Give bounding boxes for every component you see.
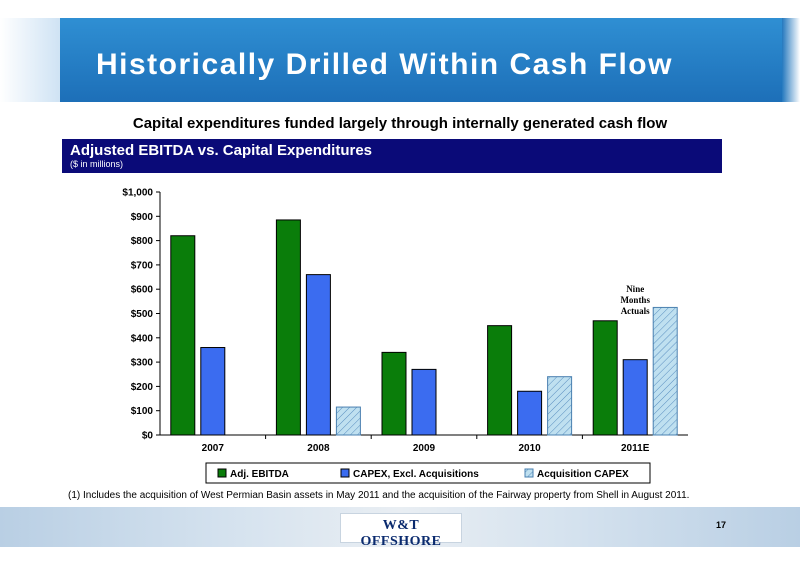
x-tick-label: 2010 (518, 443, 541, 454)
logo-text: W&T OFFSHORE (360, 518, 442, 549)
y-tick-label: $500 (131, 309, 154, 320)
legend-swatch (524, 468, 534, 478)
chart-title: Adjusted EBITDA vs. Capital Expenditures (70, 142, 372, 159)
legend-label: Adj. EBITDA (230, 469, 289, 480)
y-tick-label: $700 (131, 260, 154, 271)
bar-acquisition-capex (335, 406, 361, 436)
y-tick-label: $900 (131, 212, 154, 223)
page-title: Historically Drilled Within Cash Flow (96, 48, 673, 81)
legend-label: Acquisition CAPEX (537, 469, 629, 480)
page-subtitle: Capital expenditures funded largely thro… (132, 115, 668, 132)
y-tick-label: $200 (131, 382, 154, 393)
bar-adj-ebitda (592, 320, 618, 436)
legend-swatch (340, 468, 350, 478)
y-tick-label: $0 (142, 431, 154, 442)
x-tick-label: 2007 (202, 443, 225, 454)
bar-adj-ebitda (275, 219, 301, 436)
annotation-text: Nine (626, 284, 644, 294)
y-tick-label: $800 (131, 236, 154, 247)
legend-swatch (217, 468, 227, 478)
page-number: 17 (715, 520, 726, 530)
annotation-text: Actuals (621, 306, 650, 316)
bar-capex (622, 359, 648, 436)
bar-capex (305, 274, 331, 436)
company-logo: W&T OFFSHORE (340, 513, 462, 549)
annotation-text: Months (620, 295, 650, 305)
bar-adj-ebitda (487, 325, 513, 436)
chart-header: Adjusted EBITDA vs. Capital Expenditures… (62, 139, 722, 173)
bar-capex (517, 390, 543, 436)
y-tick-label: $1,000 (122, 188, 153, 199)
x-tick-label: 2011E (621, 443, 650, 454)
y-tick-label: $100 (131, 406, 154, 417)
legend-box (205, 462, 651, 484)
bar-acquisition-capex (547, 376, 573, 436)
bar-capex (200, 347, 226, 436)
x-tick-label: 2008 (307, 443, 330, 454)
legend-label: CAPEX, Excl. Acquisitions (353, 469, 479, 480)
y-tick-label: $600 (131, 285, 154, 296)
chart-unit: ($ in millions) (70, 159, 124, 169)
x-tick-label: 2009 (413, 443, 436, 454)
bar-adj-ebitda (381, 351, 407, 436)
y-tick-label: $300 (131, 358, 154, 369)
bar-acquisition-capex (652, 306, 678, 436)
bar-adj-ebitda (170, 235, 196, 436)
footnote: (1) Includes the acquisition of West Per… (68, 490, 690, 501)
y-tick-label: $400 (131, 333, 154, 344)
header-band (0, 18, 800, 102)
bar-capex (411, 368, 437, 436)
